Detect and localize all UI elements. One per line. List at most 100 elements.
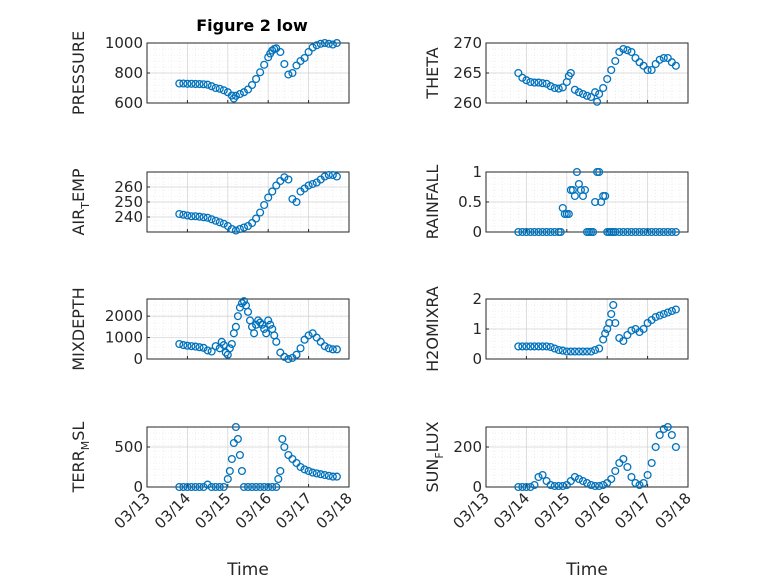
data-point [534,342,543,351]
data-point [235,450,244,460]
data-point [233,434,242,444]
data-point [252,214,261,223]
data-point [276,466,285,476]
data-point [320,342,329,351]
data-point [615,458,624,468]
data-point [663,53,672,63]
y-tick-label: 265 [453,64,482,82]
data-point [574,88,583,97]
data-point [328,40,337,49]
data-point [243,482,253,492]
data-point [207,215,216,224]
data-point [570,472,579,482]
x-tick-label: 03/15 [530,489,573,532]
data-point [623,330,632,340]
data-point [260,482,269,492]
y-tick-label: 0 [472,223,482,241]
data-point [231,91,240,100]
data-point [611,56,620,66]
data-point [647,65,656,75]
data-point [655,227,664,237]
data-point [203,213,212,222]
data-point [250,329,259,338]
subplot-7: 0 500 TERRMSL 03/1303/1403/1503/1603/1703/1… [69,422,356,580]
y-tick-label: 0 [472,350,482,368]
data-point [627,227,636,237]
data-point [623,462,632,472]
data-point [667,430,676,440]
data-point [203,346,212,355]
data-point [655,430,664,440]
data-point [280,59,289,69]
data-point [534,78,543,87]
data-point [639,61,648,70]
data-point [663,308,672,317]
data-point [211,83,220,93]
data-point [611,227,620,237]
data-point [530,227,539,237]
data-point [586,347,596,356]
data-point [296,344,305,353]
data-point [237,299,246,308]
data-point [266,320,275,329]
data-point [655,311,664,320]
data-point [667,227,676,237]
y-tick-label: 0.5 [458,193,482,211]
subplot-5: 0 1000 2000 MIXDEPTH [69,287,350,371]
data-point [320,470,329,480]
data-point [324,170,333,180]
data-point [231,422,240,432]
data-point [631,227,640,237]
data-point [651,312,660,322]
data-point [546,342,555,352]
data-point [199,80,208,89]
data-point [231,226,240,235]
data-point [643,470,652,480]
data-point [651,442,660,452]
data-point [643,227,652,237]
data-point [207,347,216,356]
data-point [239,88,249,97]
data-point [332,38,341,48]
data-point [304,47,313,57]
y-axis-label: AIRTEMP [69,168,92,235]
data-point [605,318,614,328]
data-point [627,472,636,482]
data-point [546,82,555,91]
data-point [211,216,220,225]
data-point [671,442,680,452]
data-point [268,482,277,492]
data-point [256,318,265,327]
data-point [619,336,628,346]
data-point [538,342,547,351]
data-point [601,329,610,338]
data-point [623,227,632,237]
data-point [256,208,265,217]
data-point [225,344,234,353]
data-point [619,454,628,464]
data-point [599,83,608,93]
x-tick-label: 03/15 [191,489,234,532]
y-tick-label: 2 [472,290,482,308]
y-tick-label: 250 [114,193,143,211]
data-point [635,227,644,237]
y-tick-label: 500 [114,438,143,456]
data-point [667,306,676,316]
data-point [534,227,543,237]
data-point [671,61,680,70]
data-point [522,227,531,237]
data-point [320,172,329,181]
data-point [601,191,610,201]
data-point [254,316,263,325]
data-point [278,434,287,444]
data-point [284,354,293,364]
data-point [276,47,285,57]
data-point [207,482,216,492]
data-point [554,481,563,491]
data-point [316,337,325,346]
data-point [631,53,640,63]
data-point [252,320,261,329]
data-point [526,77,535,87]
data-point [219,341,228,350]
data-point [229,438,238,448]
